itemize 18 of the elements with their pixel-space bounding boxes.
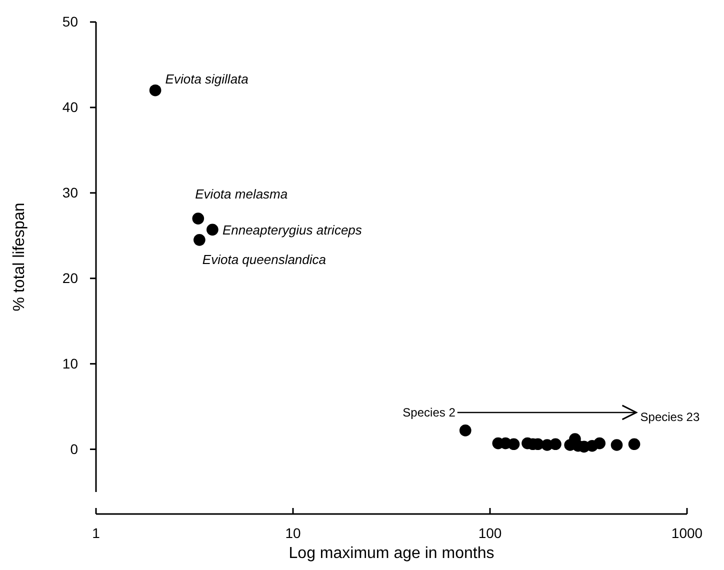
annotation: Species 23 bbox=[640, 410, 700, 424]
annotation: Enneapterygius atriceps bbox=[222, 222, 362, 238]
y-tick-label: 50 bbox=[62, 13, 78, 30]
y-tick-label: 0 bbox=[70, 440, 78, 457]
y-tick-label: 10 bbox=[62, 355, 78, 372]
y-axis-title: % total lifespan bbox=[11, 202, 28, 312]
y-tick-label: 20 bbox=[62, 270, 78, 286]
annotation: Eviota queenslandica bbox=[202, 252, 326, 267]
annotation: Species 2 bbox=[402, 405, 456, 420]
x-axis-title: Log maximum age in months bbox=[288, 545, 494, 562]
x-tick-label: 1000 bbox=[671, 524, 703, 541]
x-tick-label: 1 bbox=[92, 524, 100, 541]
annotation: Eviota melasma bbox=[195, 186, 288, 202]
x-tick-label: 100 bbox=[478, 524, 502, 541]
y-tick-label: 40 bbox=[62, 98, 78, 115]
annotation: Eviota sigillata bbox=[165, 71, 248, 86]
y-tick-label: 30 bbox=[62, 184, 78, 200]
x-tick-label: 10 bbox=[285, 524, 301, 541]
